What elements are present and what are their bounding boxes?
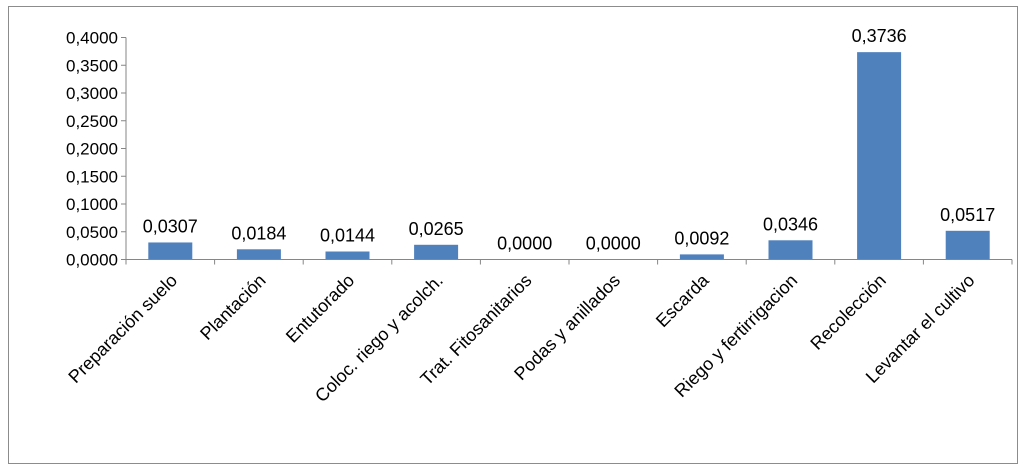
bar bbox=[325, 251, 370, 260]
category-label: Recolección bbox=[806, 270, 889, 353]
y-tick-label: 0,1500 bbox=[66, 167, 118, 186]
y-axis: 0,0000 0,0500 0,1000 0,1500 0,2000 0,2500 0,30… bbox=[66, 29, 127, 270]
category-label: Entutorado bbox=[282, 270, 358, 346]
category-label: Plantación bbox=[196, 270, 270, 344]
bar bbox=[768, 240, 813, 260]
bar bbox=[414, 244, 459, 260]
data-label: 0,0000 bbox=[586, 234, 641, 254]
data-label: 0,0144 bbox=[320, 226, 375, 246]
data-label: 0,0346 bbox=[763, 214, 818, 234]
data-labels: 0,0307 0,0184 0,0144 0,0265 0,0000 0,0000 0,00… bbox=[143, 26, 995, 253]
bar bbox=[679, 254, 724, 260]
data-label: 0,3736 bbox=[852, 26, 907, 46]
x-axis: Preparación suelo Plantación EntutoradoCol… bbox=[64, 259, 1013, 406]
y-tick-label: 0,0500 bbox=[66, 223, 118, 242]
bar bbox=[945, 230, 990, 260]
y-tick-label: 0,4000 bbox=[66, 29, 118, 48]
y-tick-label: 0,3500 bbox=[66, 56, 118, 75]
y-tick-label: 0,1000 bbox=[66, 195, 118, 214]
y-tick-label: 0,2000 bbox=[66, 140, 118, 159]
data-label: 0,0184 bbox=[231, 223, 286, 243]
category-label: Escarda bbox=[652, 269, 714, 331]
bars bbox=[148, 52, 990, 260]
y-tick-label: 0,0000 bbox=[66, 251, 118, 270]
data-label: 0,0000 bbox=[497, 234, 552, 254]
bar bbox=[857, 52, 902, 260]
data-label: 0,0092 bbox=[674, 228, 729, 248]
bar bbox=[148, 242, 193, 260]
data-label: 0,0265 bbox=[409, 219, 464, 239]
y-tick-label: 0,2500 bbox=[66, 112, 118, 131]
chart-frame bbox=[8, 6, 1018, 464]
bar bbox=[236, 249, 281, 260]
data-label: 0,0307 bbox=[143, 216, 198, 236]
y-tick-label: 0,3000 bbox=[66, 84, 118, 103]
data-label: 0,0517 bbox=[940, 205, 995, 225]
category-label: Preparación suelo bbox=[64, 270, 181, 387]
